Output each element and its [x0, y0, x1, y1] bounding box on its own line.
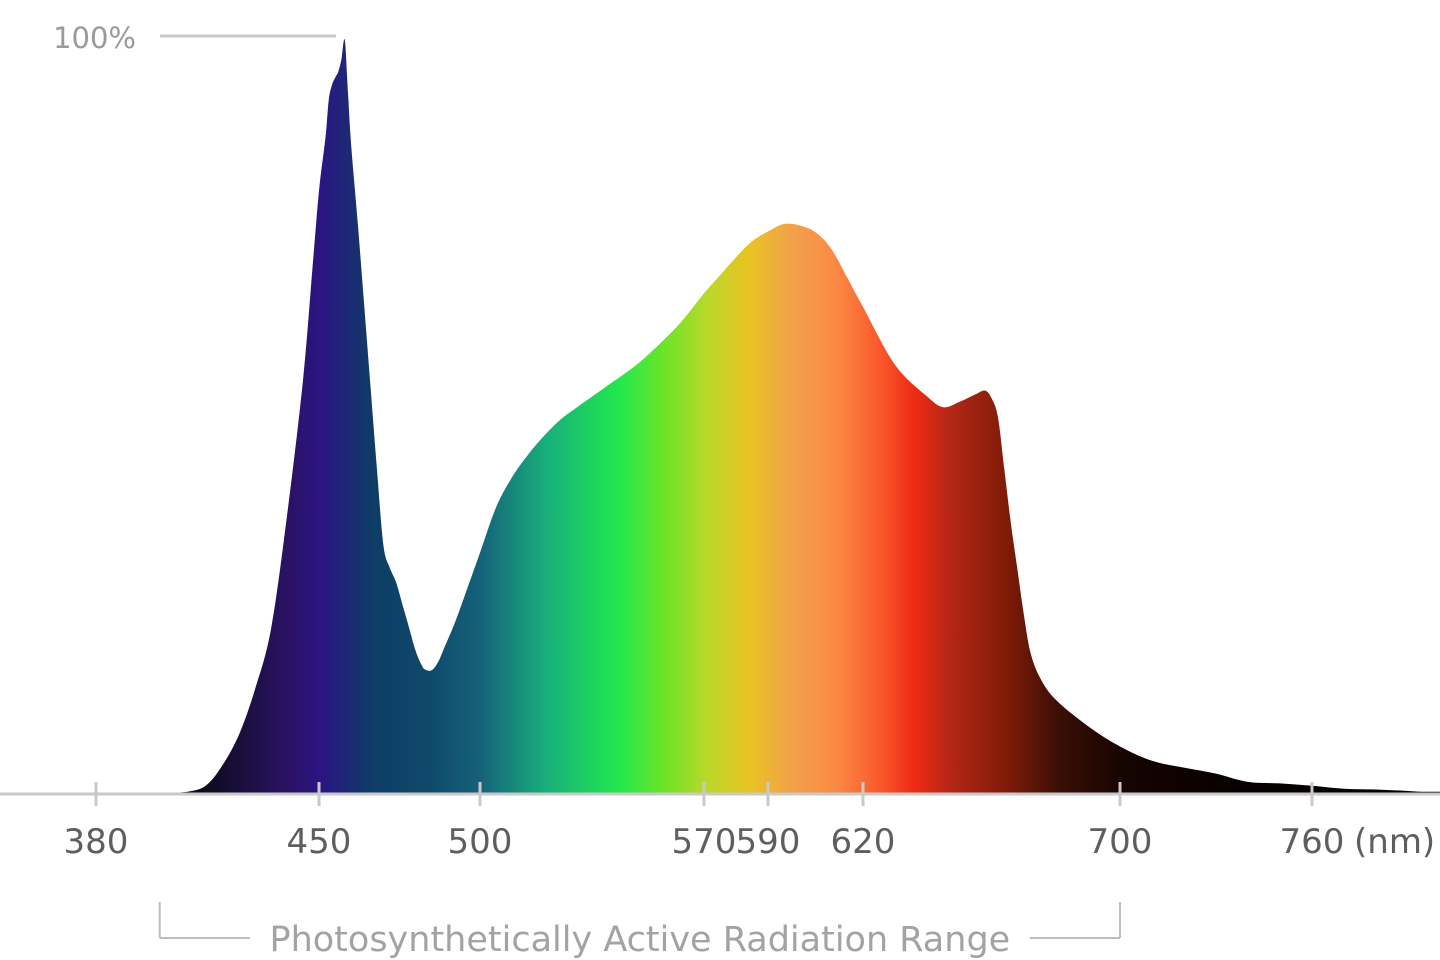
x-tick-label: 700 — [1088, 822, 1153, 862]
x-tick-label: 500 — [448, 822, 513, 862]
x-unit-label: (nm) — [1354, 822, 1435, 862]
x-tick-label: 620 — [831, 822, 896, 862]
x-tick-label: 380 — [64, 822, 129, 862]
tick-labels: 380 450 500 570 590 620 700 760 (nm) — [64, 822, 1436, 862]
par-range-label: Photosynthetically Active Radiation Rang… — [269, 920, 1010, 960]
x-tick-label: 760 — [1280, 822, 1345, 862]
x-tick-label: 590 — [736, 822, 801, 862]
x-tick-label: 570 — [672, 822, 737, 862]
x-tick-label: 450 — [287, 822, 352, 862]
par-bracket — [158, 902, 1121, 939]
spectrum-area — [162, 38, 1440, 795]
y-max-label: 100% — [53, 21, 136, 55]
tick-marks — [94, 782, 1314, 806]
